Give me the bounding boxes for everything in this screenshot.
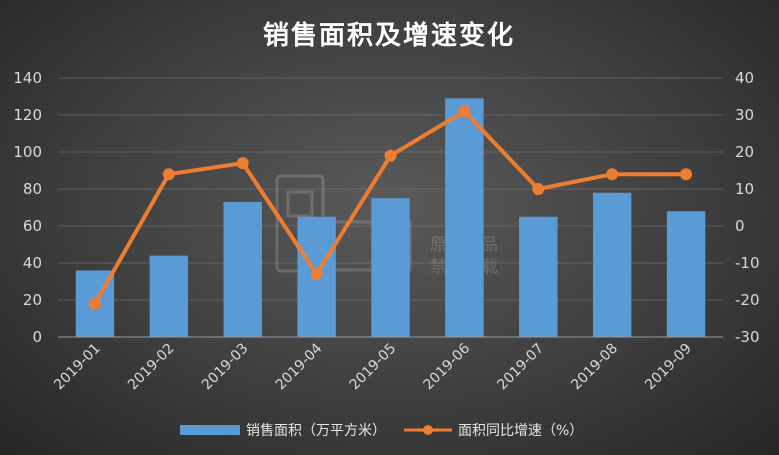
line-point [88, 297, 101, 310]
bar [519, 216, 558, 337]
x-tick-label: 2019-04 [273, 340, 326, 393]
bar [445, 98, 484, 337]
left-tick-label: 40 [23, 254, 42, 272]
x-tick-label: 2019-08 [568, 341, 621, 394]
left-tick-label: 140 [13, 69, 42, 87]
bar [223, 201, 262, 337]
line-point [680, 168, 693, 181]
bar [666, 211, 706, 337]
line-point [384, 149, 397, 162]
line-point [310, 268, 323, 281]
right-tick-label: -10 [735, 254, 760, 272]
legend: 销售面积（万平方米） 面积同比增速（%） [180, 423, 583, 439]
bar-series [75, 98, 706, 337]
x-tick-label: 2019-07 [494, 341, 547, 394]
line-point [236, 157, 249, 170]
left-tick-label: 0 [32, 328, 42, 346]
bar [149, 255, 189, 337]
legend-bar-label: 销售面积（万平方米） [246, 423, 386, 439]
x-tick-label: 2019-01 [51, 341, 104, 394]
bar [371, 198, 410, 337]
bar [592, 192, 632, 337]
left-tick-label: 60 [23, 217, 42, 235]
x-tick-label: 2019-06 [421, 340, 474, 393]
line-point [458, 105, 471, 118]
right-tick-label: 0 [735, 217, 745, 235]
right-tick-label: 40 [735, 69, 754, 87]
watermark-logo-mark [286, 190, 314, 218]
right-tick-label: -20 [735, 291, 760, 309]
line-point [162, 168, 175, 181]
right-tick-label: 10 [735, 180, 754, 198]
right-axis: -30 -20 -10 0 10 20 30 40 [735, 69, 760, 346]
left-tick-label: 80 [23, 180, 42, 198]
right-tick-label: 20 [735, 143, 754, 161]
line-point [532, 183, 545, 195]
legend-line-marker [423, 425, 433, 435]
x-tick-label: 2019-02 [125, 341, 178, 394]
left-tick-label: 100 [13, 143, 42, 161]
x-tick-label: 2019-05 [347, 341, 400, 394]
legend-bar-swatch [180, 425, 240, 435]
right-tick-label: -30 [735, 328, 760, 346]
line-point [606, 168, 619, 181]
legend-line-label: 面积同比增速（%） [458, 423, 583, 439]
right-tick-label: 30 [735, 106, 754, 124]
chart-title: 销售面积及增速变化 [263, 20, 515, 51]
x-tick-label: 2019-03 [199, 341, 252, 394]
x-axis: 2019-01 2019-02 2019-03 2019-04 2019-05 2019-… [51, 336, 723, 394]
left-tick-label: 120 [13, 106, 42, 124]
left-axis: 0 20 40 60 80 100 120 140 [13, 69, 42, 346]
x-tick-label: 2019-09 [642, 341, 695, 394]
line-series [88, 105, 693, 310]
left-tick-label: 20 [23, 291, 42, 309]
